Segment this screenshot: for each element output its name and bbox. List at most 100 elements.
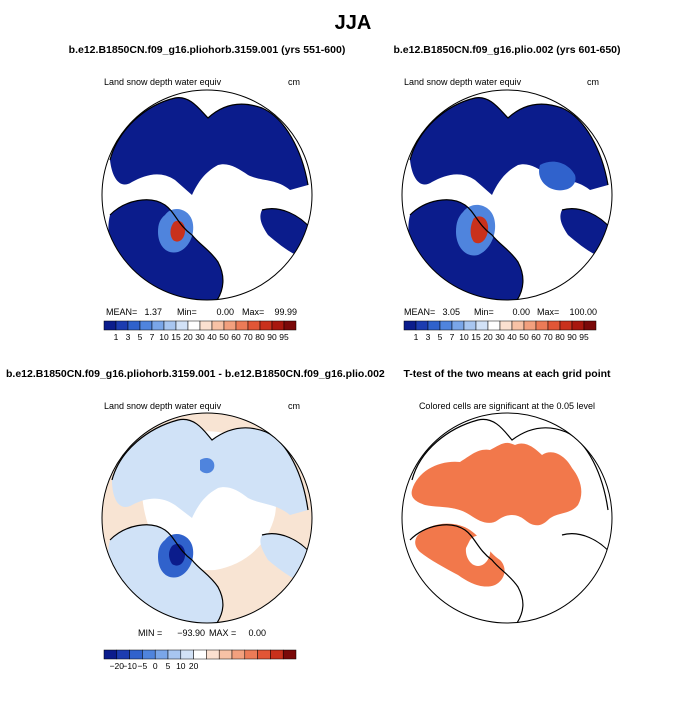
panel-4-significant-north-america (415, 523, 505, 587)
panel-2-colorbar-label-14: 95 (579, 332, 589, 342)
panel-1-colorbar-box-8 (199, 320, 213, 331)
panel-1-colorbar-box-5 (163, 320, 177, 331)
panel-4-greenland-gap (465, 535, 491, 566)
panel-1-colorbar-box-6 (175, 320, 189, 331)
panel-2-colorbar-label-1: 3 (426, 332, 431, 342)
panel-4-subtitle: Colored cells are significant at the 0.0… (419, 401, 595, 411)
panel-3-map (102, 413, 312, 623)
panel-1-greenland-core (170, 220, 186, 242)
panel-2-units: cm (587, 77, 599, 87)
panel-2-colorbar-box-8 (499, 320, 513, 331)
panel-2-colorbar-box-7 (487, 320, 501, 331)
panel-3-colorbar-box-8 (206, 649, 220, 660)
panel-1-colorbar-label-13: 90 (267, 332, 277, 342)
panel-3-colorbar-box-3 (142, 649, 156, 660)
panel-2-map (402, 90, 612, 300)
panel-3-colorbar-label-3: 0 (153, 661, 158, 671)
panel-1-colorbar-label-5: 15 (171, 332, 181, 342)
panel-1-mean-value: 1.37 (144, 307, 162, 317)
panel-2-colorbar-label-8: 40 (507, 332, 517, 342)
panel-3-max-value: 0.00 (248, 628, 266, 638)
panel-1-colorbar-label-12: 80 (255, 332, 265, 342)
panel-1-land-eurasia (110, 97, 308, 195)
panel-2-colorbar: 1 3 5 7 10 15 20 30 40 50 60 70 80 90 95 (403, 320, 597, 342)
panel-3-colorbar-label-0: −20 (110, 661, 125, 671)
panel-2-colorbar-label-11: 70 (543, 332, 553, 342)
panel-2-colorbar-label-10: 60 (531, 332, 541, 342)
panel-2-colorbar-box-14 (571, 320, 585, 331)
panel-2-colorbar-box-15 (583, 320, 597, 331)
panel-1-colorbar-label-6: 20 (183, 332, 193, 342)
panel-1-mean-label: MEAN= (106, 307, 137, 317)
panel-3-colorbar-box-9 (218, 649, 233, 660)
panel-1-map (102, 90, 312, 300)
panel-1-land-america (108, 199, 223, 300)
panel-1-units: cm (288, 77, 300, 87)
panel-1-colorbar: 1 3 5 7 10 15 20 30 40 50 60 70 80 90 95 (103, 320, 297, 342)
panel-3-colorbar-label-6: 20 (189, 661, 199, 671)
panel-2-colorbar-label-4: 10 (459, 332, 469, 342)
panel-2-colorbar-label-13: 90 (567, 332, 577, 342)
panel-2-colorbar-label-3: 7 (450, 332, 455, 342)
panel-2-colorbar-box-4 (451, 320, 465, 331)
panel-4-significant-eurasia (411, 442, 582, 526)
panel-2-colorbar-box-10 (523, 320, 537, 331)
panel-3-colorbar: −20−10 −5 0 5 10 20 (103, 649, 297, 671)
panel-1-colorbar-label-7: 30 (195, 332, 205, 342)
panel-3-min-value: −93.90 (177, 628, 205, 638)
panel-1-colorbar-label-11: 70 (243, 332, 253, 342)
panel-1-title: b.e12.B1850CN.f09_g16.pliohorb.3159.001 … (69, 44, 346, 56)
panel-1-colorbar-box-7 (187, 320, 201, 331)
panel-3-colorbar-box-10 (231, 649, 246, 660)
panel-1-colorbar-box-4 (151, 320, 165, 331)
panel-2-colorbar-box-1 (415, 320, 429, 331)
panel-3-colorbar-box-2 (129, 649, 143, 660)
panel-1-colorbar-label-3: 7 (150, 332, 155, 342)
panel-1-colorbar-box-12 (247, 320, 261, 331)
panel-3-colorbar-box-13 (270, 649, 284, 660)
panel-1-colorbar-label-0: 1 (114, 332, 119, 342)
panel-1-colorbar-box-2 (127, 320, 141, 331)
panel-3: b.e12.B1850CN.f09_g16.pliohorb.3159.001 … (6, 368, 385, 671)
panel-3-colorbar-label-5: 10 (176, 661, 186, 671)
panel-3-colorbar-box-1 (116, 649, 130, 660)
panel-1-colorbar-box-13 (259, 320, 273, 331)
panel-2-subtitle: Land snow depth water equiv (404, 77, 522, 87)
panel-2-colorbar-label-12: 80 (555, 332, 565, 342)
panel-1-colorbar-label-9: 50 (219, 332, 229, 342)
panel-3-min-label: MIN = (138, 628, 162, 638)
panel-2-colorbar-box-0 (403, 320, 417, 331)
panel-2-colorbar-label-5: 15 (471, 332, 481, 342)
panel-3-colorbar-box-0 (103, 649, 118, 660)
panel-2-map-border (401, 89, 613, 301)
panel-4: T-test of the two means at each grid poi… (401, 368, 613, 624)
panel-1-colorbar-box-10 (223, 320, 237, 331)
panel-3-colorbar-label-2: −5 (138, 661, 148, 671)
panel-3-colorbar-box-11 (244, 649, 258, 660)
panel-3-title: b.e12.B1850CN.f09_g16.pliohorb.3159.001 … (6, 368, 385, 380)
panel-2-min-label: Min= (474, 307, 494, 317)
panel-1-max-label: Max= (242, 307, 264, 317)
panel-2-max-value: 100.00 (569, 307, 597, 317)
panel-3-max-label: MAX = (209, 628, 236, 638)
panel-3-units: cm (288, 401, 300, 411)
panel-1-max-value: 99.99 (274, 307, 297, 317)
panel-1-colorbar-box-15 (283, 320, 297, 331)
panel-3-colorbar-box-6 (180, 649, 194, 660)
panel-1-colorbar-label-1: 3 (126, 332, 131, 342)
panel-2-greenland-core (470, 216, 489, 244)
panel-4-title: T-test of the two means at each grid poi… (403, 368, 611, 380)
panel-2-land-siberia-patch (539, 161, 576, 191)
panel-2-mean-label: MEAN= (404, 307, 435, 317)
panel-1-subtitle: Land snow depth water equiv (104, 77, 222, 87)
panel-3-colorbar-box-7 (193, 649, 207, 660)
panel-2-max-label: Max= (537, 307, 559, 317)
panel-1-colorbar-box-9 (211, 320, 225, 331)
panel-1-colorbar-box-14 (271, 320, 285, 331)
panel-2-min-value: 0.00 (512, 307, 530, 317)
panel-1-colorbar-box-1 (115, 320, 129, 331)
panel-2-colorbar-box-5 (463, 320, 477, 331)
panel-2-colorbar-box-6 (475, 320, 489, 331)
panel-1-min-value: 0.00 (216, 307, 234, 317)
